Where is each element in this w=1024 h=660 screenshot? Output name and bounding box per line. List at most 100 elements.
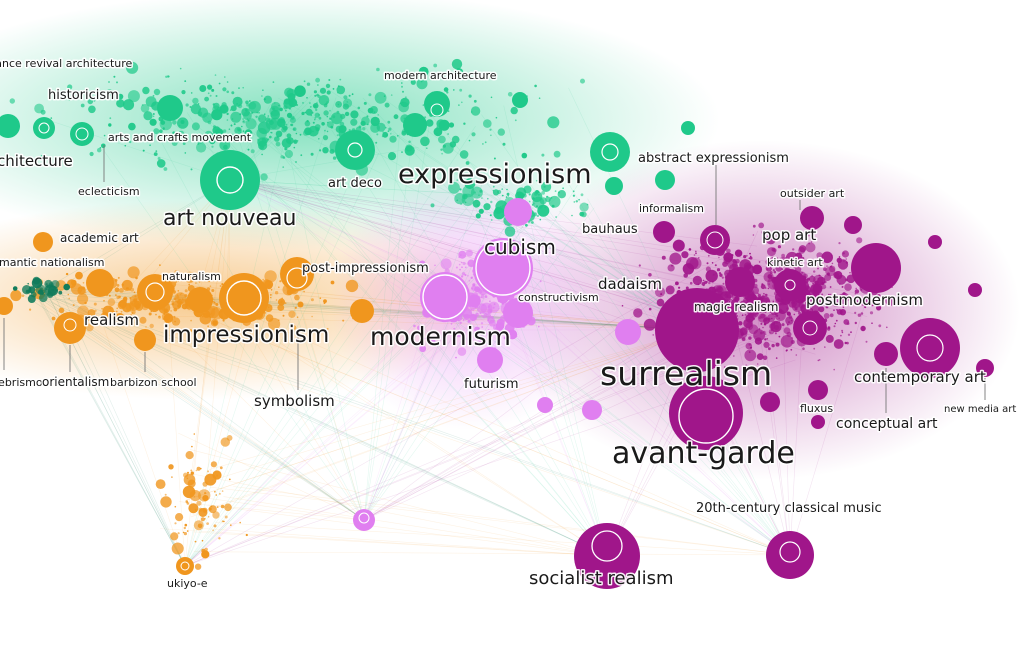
minor-node	[719, 273, 723, 277]
minor-node	[238, 87, 240, 89]
node-avant-garde[interactable]	[669, 376, 743, 450]
label-contemporary-art[interactable]: contemporary art	[853, 367, 988, 388]
node-historicism[interactable]	[33, 117, 55, 139]
label-impressionism[interactable]: impressionism	[162, 321, 331, 350]
label-outsider-art[interactable]: outsider art	[779, 186, 847, 202]
node-symbolism[interactable]	[350, 299, 374, 323]
minor-node	[794, 252, 803, 261]
minor-node	[383, 95, 386, 97]
edge	[266, 138, 791, 556]
label-fluxus[interactable]: fluxus	[799, 401, 835, 417]
node-expressionism[interactable]	[590, 132, 630, 172]
minor-node	[303, 290, 305, 293]
minor-node	[281, 126, 284, 129]
label-romantic-nationalism[interactable]: romantic nationalism	[0, 255, 106, 271]
label-constructivism[interactable]: constructivism	[517, 290, 601, 306]
label-informalism[interactable]: informalism	[638, 201, 706, 217]
node-architecture[interactable]	[0, 114, 20, 138]
node-lilac-e[interactable]	[353, 509, 375, 531]
minor-node	[450, 322, 453, 325]
node-surrealism[interactable]	[655, 288, 739, 372]
node-naturalism[interactable]	[137, 274, 173, 310]
edge	[184, 300, 483, 567]
label-modern-architecture[interactable]: modern architecture	[383, 68, 499, 84]
label-ukiyo-e[interactable]: ukiyo-e	[166, 576, 210, 592]
minor-node	[193, 433, 196, 435]
minor-node	[223, 520, 225, 523]
minor-node	[756, 353, 764, 360]
minor-node	[478, 208, 484, 214]
node-bauhaus[interactable]	[605, 177, 623, 195]
label-dadaism[interactable]: dadaism	[597, 274, 664, 295]
label-barbizon-school[interactable]: barbizon school	[109, 375, 199, 391]
minor-node	[810, 300, 812, 302]
label-conceptual-art[interactable]: conceptual art	[835, 415, 940, 434]
minor-node	[417, 325, 422, 331]
minor-node	[845, 299, 848, 302]
minor-node	[757, 297, 761, 301]
label-futurism[interactable]: futurism	[463, 376, 521, 394]
label-abstract-expressionism[interactable]: abstract expressionism	[637, 150, 791, 168]
label-historicism[interactable]: historicism	[47, 87, 121, 105]
node-art-nouveau[interactable]	[200, 150, 260, 210]
label-eclecticism[interactable]: eclecticism	[77, 184, 142, 200]
node-arts-and-crafts[interactable]	[70, 122, 94, 146]
label-bauhaus[interactable]: bauhaus	[581, 221, 640, 239]
edge	[207, 504, 365, 521]
node-classical-music[interactable]	[766, 531, 814, 579]
node-socialist-realism[interactable]	[574, 523, 640, 589]
node-kinetic-art[interactable]	[774, 269, 806, 301]
minor-node	[212, 470, 222, 480]
label-art-deco[interactable]: art deco	[327, 175, 384, 193]
label-tenebrismo[interactable]: tenebrismo	[0, 375, 44, 391]
label-modernism[interactable]: modernism	[369, 321, 513, 353]
node-constructivism[interactable]	[503, 298, 533, 328]
label-kinetic-art[interactable]: kinetic art	[766, 255, 825, 271]
edge	[208, 329, 698, 470]
minor-node	[267, 138, 270, 141]
label-expressionism[interactable]: expressionism	[397, 158, 594, 192]
node-pop-art[interactable]	[700, 225, 730, 255]
label-20th-century-classical-music[interactable]: 20th-century classical music	[695, 500, 884, 518]
label-post-impressionism[interactable]: post-impressionism	[301, 260, 431, 278]
node-realism[interactable]	[54, 312, 86, 344]
label-cubism[interactable]: cubism	[483, 234, 558, 261]
minor-node	[579, 211, 585, 217]
label-academic-art[interactable]: academic art	[59, 230, 141, 247]
minor-node	[260, 173, 268, 181]
node-barbizon-school[interactable]	[134, 329, 156, 351]
minor-node	[865, 340, 868, 343]
node-contemporary-art[interactable]	[900, 318, 960, 378]
node-purple-a[interactable]	[793, 311, 827, 345]
minor-node	[47, 290, 51, 294]
node-futurism[interactable]	[477, 347, 503, 373]
label-avant-garde[interactable]: avant-garde	[611, 435, 797, 473]
node-postmodernism[interactable]	[851, 243, 901, 293]
label-new-media-art[interactable]: new media art	[943, 403, 1018, 417]
node-expressionism-ring	[601, 143, 619, 161]
minor-node	[787, 312, 791, 316]
label-pop-art[interactable]: pop art	[761, 225, 818, 246]
node-ukiyo-e[interactable]	[176, 557, 194, 575]
node-purple-g	[760, 392, 780, 412]
label-symbolism[interactable]: symbolism	[253, 391, 337, 412]
label-magic-realism[interactable]: magic realism	[693, 299, 780, 316]
label-arts-and-crafts-movement[interactable]: arts and crafts movement	[107, 130, 254, 146]
node-abstract-expressionism[interactable]	[655, 170, 675, 190]
node-cubism[interactable]	[473, 238, 533, 298]
minor-node	[468, 94, 472, 98]
label-socialist-realism[interactable]: socialist realism	[528, 567, 676, 591]
label-realism[interactable]: realism	[83, 310, 141, 331]
label-postmodernism[interactable]: postmodernism	[805, 290, 925, 311]
label-orientalism[interactable]: orientalism	[41, 374, 111, 391]
minor-node	[817, 359, 820, 362]
label-naturalism[interactable]: naturalism	[161, 269, 223, 285]
node-art-deco[interactable]	[335, 130, 375, 170]
label-art-nouveau[interactable]: art nouveau	[162, 205, 298, 233]
label-surrealism[interactable]: surrealism	[599, 353, 774, 395]
label-architecture[interactable]: architecture	[0, 151, 74, 172]
minor-node	[219, 493, 221, 495]
label-renaissance-revival-architecture[interactable]: renaissance revival architecture	[0, 56, 134, 72]
node-academic-art[interactable]	[33, 232, 53, 252]
node-modernism[interactable]	[420, 272, 470, 322]
